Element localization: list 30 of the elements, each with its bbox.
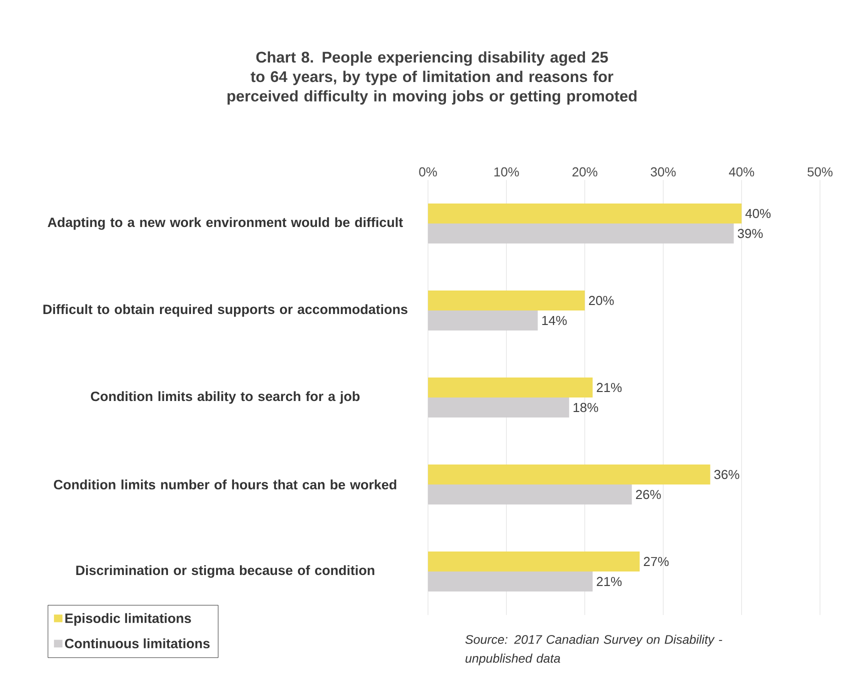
- x-tick-label: 10%: [494, 167, 519, 176]
- x-tick-label: 30%: [650, 167, 676, 176]
- y-tick-label: Difficult to obtain required supports or accommodations: [43, 304, 408, 317]
- y-tick-label: Discrimination or stigma because of condition: [76, 565, 374, 578]
- data-label: 36%: [714, 470, 740, 480]
- x-tick-label: 50%: [808, 167, 832, 176]
- bar: [428, 552, 640, 572]
- data-label: 26%: [636, 490, 661, 500]
- legend-label: Continuous limitations: [65, 638, 210, 648]
- x-tick-label: 0%: [419, 167, 437, 176]
- x-tick-label: 40%: [728, 167, 754, 176]
- data-label: 40%: [745, 208, 771, 218]
- source-note: Source: 2017 Canadian Survey on Disability - unpublished data: [465, 634, 722, 666]
- data-label: 27%: [644, 556, 669, 566]
- chart-title: Chart 8. People experiencing disability aged 25 to 64 years, by type of limitation and reasons for perceived difficulty in moving jobs or getting promoted: [228, 51, 636, 105]
- bar: [428, 377, 593, 398]
- y-tick-label: Adapting to a new work environment would be difficult: [48, 217, 403, 230]
- x-tick-label: 20%: [572, 167, 598, 176]
- y-tick-label: Condition limits number of hours that can be worked: [54, 480, 396, 490]
- bar: [428, 203, 742, 224]
- bar: [428, 464, 710, 484]
- data-label: 39%: [738, 228, 763, 238]
- data-label: 21%: [596, 382, 622, 392]
- data-label: 20%: [588, 296, 614, 306]
- data-label: 18%: [574, 402, 598, 412]
- bar: [428, 290, 585, 310]
- legend-label: Episodic limitations: [65, 613, 191, 626]
- data-label: 21%: [596, 576, 622, 586]
- data-label: 14%: [542, 316, 567, 326]
- y-tick-label: Condition limits ability to search for a job: [90, 391, 360, 404]
